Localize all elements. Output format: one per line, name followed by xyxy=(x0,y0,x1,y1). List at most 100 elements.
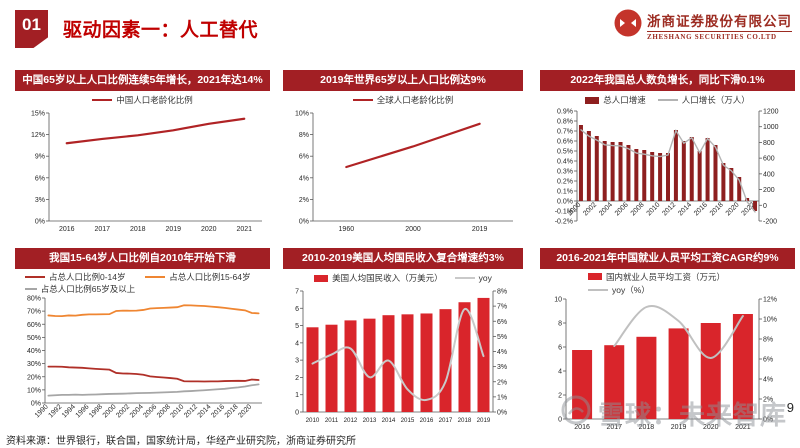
bars-cn-wage xyxy=(572,314,753,419)
chart-panel-population-growth: 2022年我国总人数负增长，同比下滑0.1% 总人口增速 人口增长（万人） -0.… xyxy=(540,70,795,247)
svg-text:2000: 2000 xyxy=(102,403,118,419)
svg-text:4%: 4% xyxy=(299,175,309,182)
chart-title: 2019年世界65岁以上人口比例达9% xyxy=(320,74,486,86)
legend-label: 国内就业人员平均工资（万元） xyxy=(606,271,726,282)
svg-text:3: 3 xyxy=(295,358,299,365)
svg-text:400: 400 xyxy=(763,171,775,178)
chart-legend: 美国人均国民收入（万美元） yoy xyxy=(283,271,523,285)
svg-text:2020: 2020 xyxy=(725,201,741,217)
svg-text:2019: 2019 xyxy=(472,226,488,233)
svg-text:1994: 1994 xyxy=(61,403,77,419)
chart-legend: 全球人口老龄化比例 xyxy=(283,93,523,107)
svg-text:-200: -200 xyxy=(763,219,777,226)
bar xyxy=(610,142,615,201)
chart-legend: 总人口增速 人口增长（万人） xyxy=(540,93,795,107)
bar xyxy=(745,198,750,201)
svg-text:2018: 2018 xyxy=(639,424,655,431)
bar-line-chart-population-growth: -0.2% -0.1% 0.0% 0.1% 0.2% 0.3% 0.4% 0.5% 0.6% 0.… xyxy=(555,109,779,226)
svg-text:1200: 1200 xyxy=(763,109,779,116)
svg-text:0.5%: 0.5% xyxy=(557,149,573,156)
svg-text:3%: 3% xyxy=(35,197,45,204)
svg-text:2021: 2021 xyxy=(236,226,252,233)
svg-text:-0.2%: -0.2% xyxy=(555,219,573,226)
legend-item: 美国人均国民收入（万美元） xyxy=(314,272,443,284)
svg-text:9%: 9% xyxy=(35,154,45,161)
line-age-15-64 xyxy=(47,304,260,318)
bar-line-chart-us-income: 0 1 2 3 4 5 6 7 0% 1% 2% 3% 4% 5% 6% 7% 8% 2010 2011 2012 20… xyxy=(295,289,507,425)
svg-text:7%: 7% xyxy=(497,304,507,311)
bar xyxy=(401,314,414,412)
legend-label: yoy（%） xyxy=(612,284,650,295)
svg-text:2016: 2016 xyxy=(693,201,709,217)
bar xyxy=(578,125,583,201)
svg-text:12%: 12% xyxy=(763,297,777,304)
svg-text:6: 6 xyxy=(558,345,562,352)
bar xyxy=(673,130,678,201)
svg-text:0%: 0% xyxy=(299,219,309,226)
svg-text:2006: 2006 xyxy=(614,201,630,217)
svg-text:10: 10 xyxy=(554,297,562,304)
section-number-badge: 01 xyxy=(15,10,48,48)
bar xyxy=(700,323,721,419)
svg-text:4%: 4% xyxy=(497,349,507,356)
chart-panel-us-income: 2010-2019美国人均国民收入复合增速约3% 美国人均国民收入（万美元） yo… xyxy=(283,248,523,425)
bar xyxy=(618,142,623,201)
svg-text:0: 0 xyxy=(558,417,562,424)
svg-text:8%: 8% xyxy=(299,132,309,139)
bar xyxy=(420,313,433,412)
svg-text:2018: 2018 xyxy=(130,226,146,233)
svg-text:1996: 1996 xyxy=(75,403,91,419)
svg-text:0.9%: 0.9% xyxy=(557,109,573,116)
bar xyxy=(721,163,726,201)
bar xyxy=(439,309,452,412)
bar xyxy=(668,328,689,419)
svg-text:2017: 2017 xyxy=(94,226,110,233)
svg-text:6%: 6% xyxy=(35,175,45,182)
bar xyxy=(363,318,376,412)
legend-label: 占总人口比例0-14岁 xyxy=(49,272,126,282)
legend-swatch xyxy=(92,99,113,101)
legend-swatch xyxy=(25,288,37,290)
legend-swatch xyxy=(25,276,45,278)
chart-legend: 占总人口比例0-14岁 占总人口比例15-64岁 占总人口比例65岁及以上 xyxy=(15,271,270,295)
legend-item: 国内就业人员平均工资（万元） xyxy=(588,271,725,283)
line-age-65-plus xyxy=(47,383,260,397)
bar xyxy=(572,350,593,419)
chart-title-bar: 2019年世界65岁以上人口比例达9% xyxy=(283,70,523,91)
svg-text:2019: 2019 xyxy=(165,226,181,233)
svg-text:800: 800 xyxy=(763,140,775,147)
svg-text:2018: 2018 xyxy=(224,403,240,419)
legend-label: yoy xyxy=(478,273,492,283)
svg-text:8%: 8% xyxy=(763,337,773,344)
svg-text:2: 2 xyxy=(295,375,299,382)
bar xyxy=(689,137,694,201)
svg-text:3%: 3% xyxy=(497,364,507,371)
legend-label: 中国人口老龄化比例 xyxy=(116,95,193,105)
svg-text:5%: 5% xyxy=(497,334,507,341)
svg-text:2%: 2% xyxy=(497,379,507,386)
bar xyxy=(594,136,599,201)
legend-item: 总人口增速 xyxy=(585,94,646,106)
page-number: 9 xyxy=(786,400,794,415)
bar xyxy=(697,151,702,201)
svg-text:12%: 12% xyxy=(31,132,45,139)
svg-text:10%: 10% xyxy=(27,387,41,394)
chart-title: 中国65岁以上人口比例连续5年增长，2021年达14% xyxy=(22,74,263,86)
svg-text:6%: 6% xyxy=(497,319,507,326)
svg-text:1992: 1992 xyxy=(47,403,63,419)
svg-text:2012: 2012 xyxy=(344,417,358,424)
svg-text:0%: 0% xyxy=(31,401,41,408)
bars-pop-growth-rate xyxy=(578,125,758,211)
svg-text:2019: 2019 xyxy=(477,417,491,424)
legend-item: 中国人口老龄化比例 xyxy=(92,94,193,106)
chart-panel-china-aging: 中国65岁以上人口比例连续5年增长，2021年达14% 中国人口老龄化比例 0%… xyxy=(15,70,270,237)
svg-text:2008: 2008 xyxy=(630,201,646,217)
svg-text:2016: 2016 xyxy=(210,403,226,419)
svg-text:2016: 2016 xyxy=(59,226,75,233)
legend-item: 全球人口老龄化比例 xyxy=(352,94,453,106)
chart-title: 2022年我国总人数负增长，同比下滑0.1% xyxy=(570,74,765,86)
line-pop-growth-abs xyxy=(580,129,756,213)
legend-label: 占总人口比例15-64岁 xyxy=(169,272,251,282)
svg-text:0: 0 xyxy=(295,410,299,417)
bar xyxy=(344,320,357,412)
